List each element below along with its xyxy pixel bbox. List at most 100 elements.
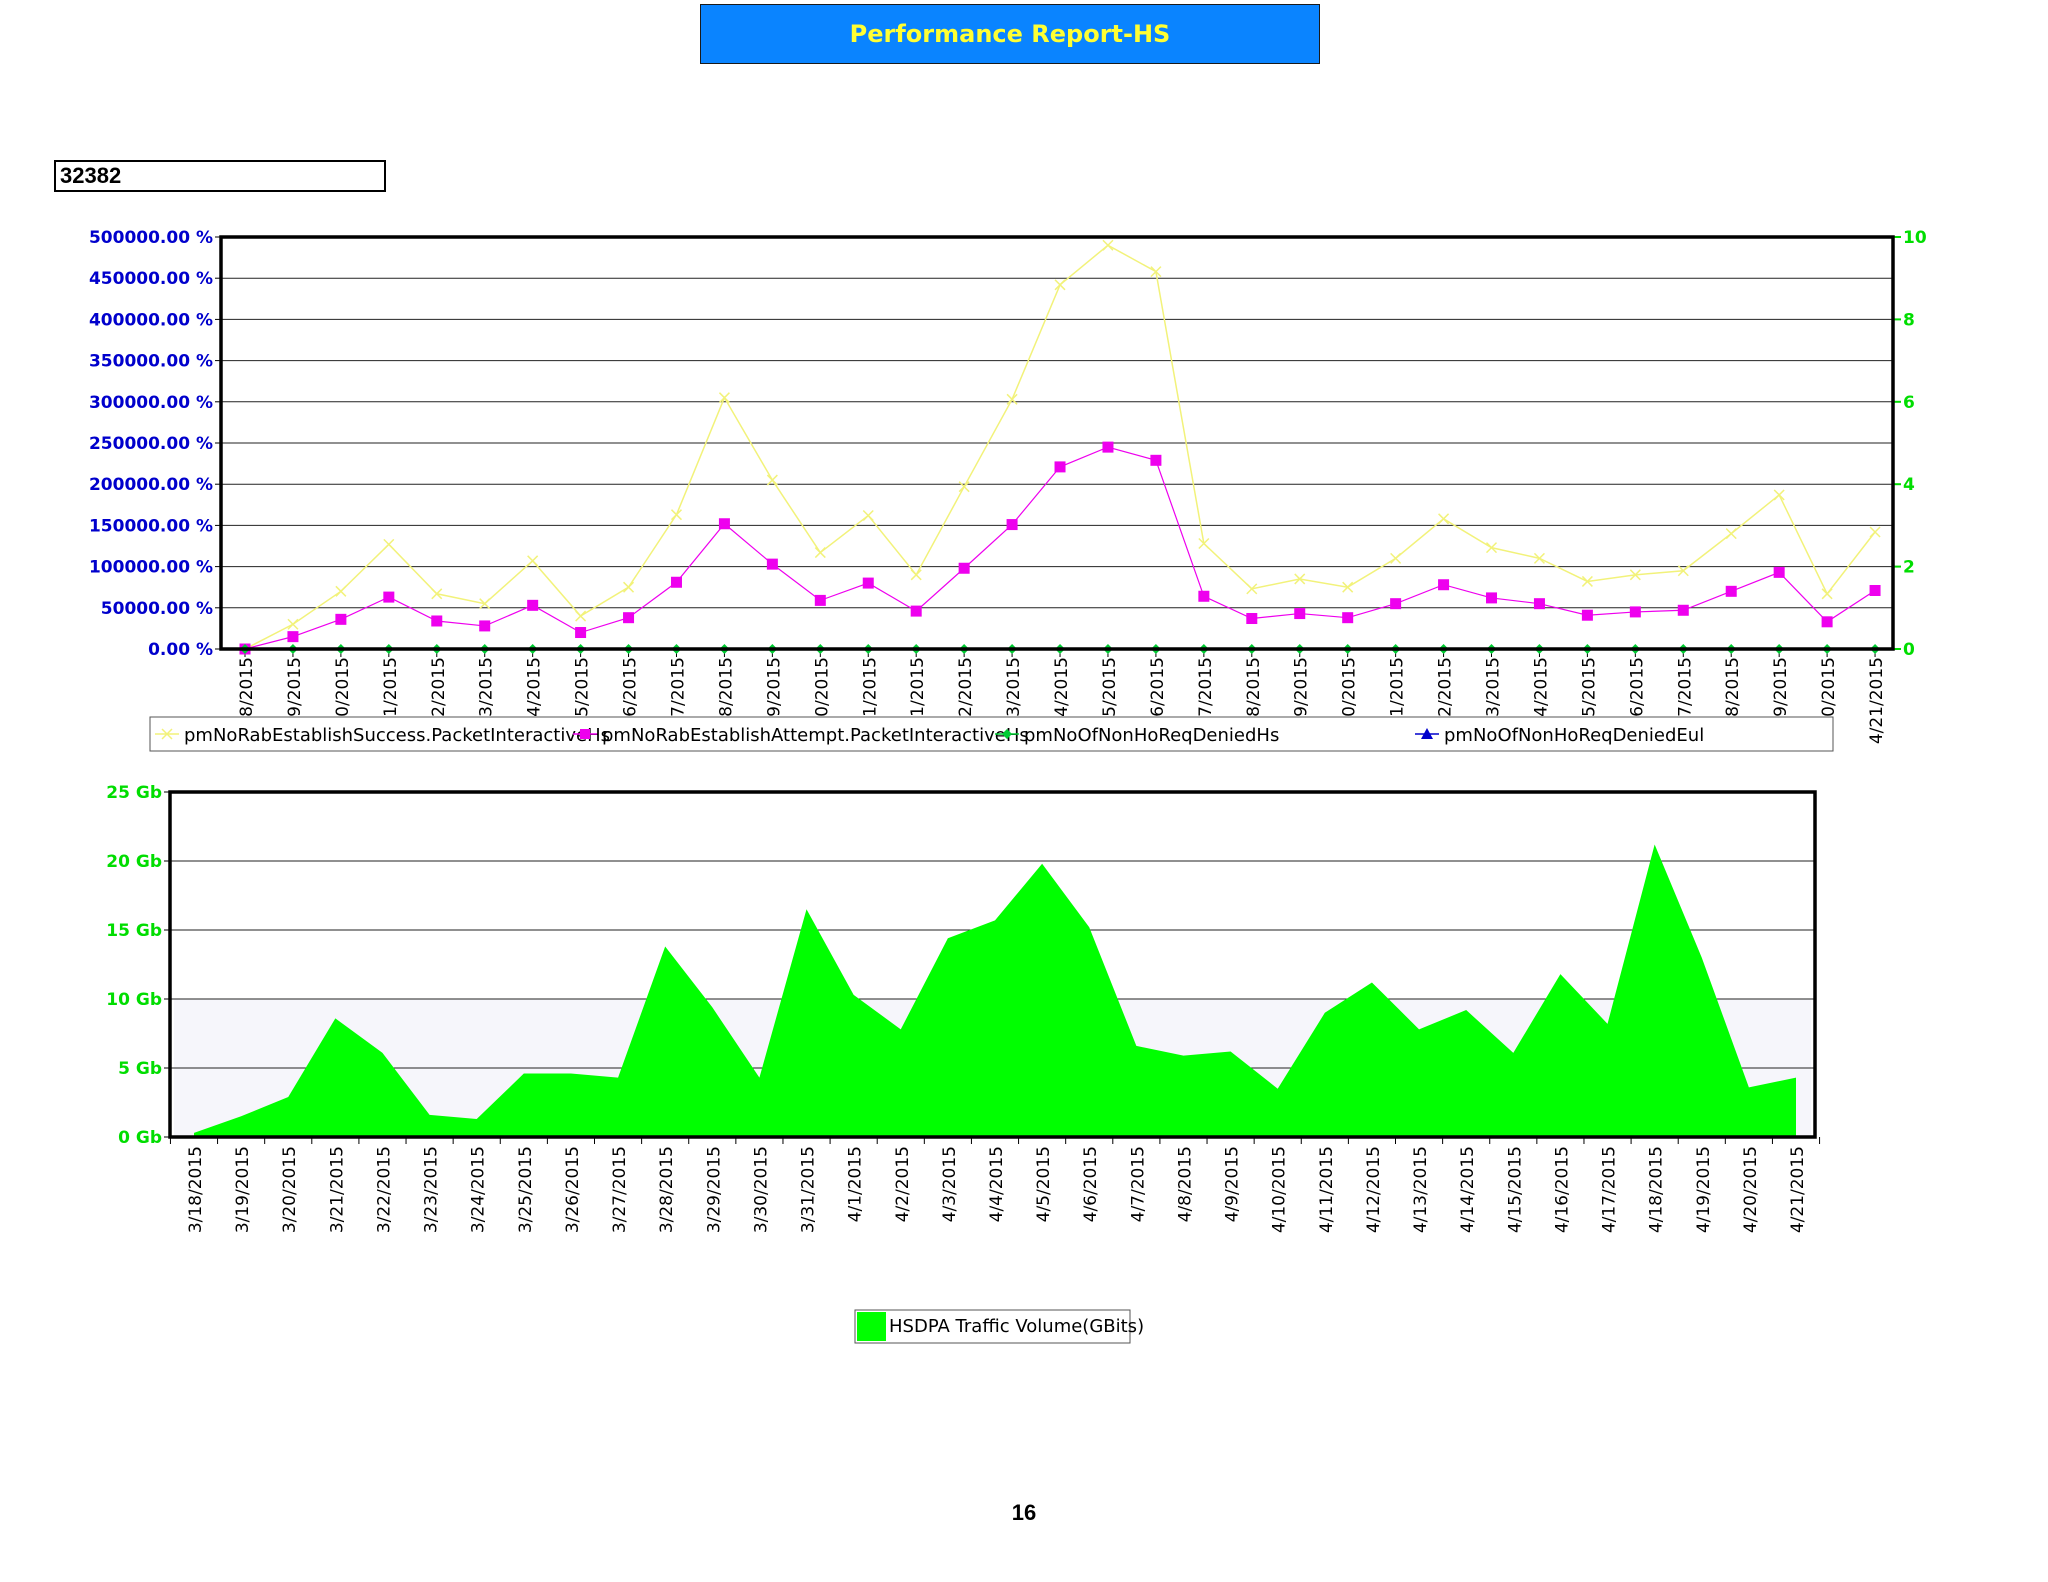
x-axis-tick-label: 3/25/2015 [516, 1146, 536, 1233]
x-axis-tick-label: 3/24/2015 [469, 1146, 489, 1233]
legend-label: pmNoRabEstablishAttempt.PacketInteractiv… [602, 725, 1029, 746]
x-axis-tick-label: 3/26/2015 [563, 1146, 583, 1233]
legend-marker-square [580, 729, 590, 739]
legend-label: pmNoRabEstablishSuccess.PacketInteractiv… [184, 725, 610, 746]
left-axis-tick-label: 250000.00 % [89, 434, 213, 454]
data-point-attempt [1198, 590, 1210, 602]
x-axis-tick-label: 1/2015 [860, 657, 880, 717]
data-point-attempt [1390, 598, 1402, 610]
data-point-attempt [1294, 608, 1306, 620]
x-axis-tick-label: 7/2015 [668, 657, 688, 717]
data-point-success [910, 569, 922, 581]
x-axis-tick-label: 4/20/2015 [1741, 1146, 1761, 1233]
data-point-success [1581, 575, 1593, 587]
data-point-success [1054, 279, 1066, 291]
y-axis-tick-label: 5 Gb [118, 1059, 162, 1079]
x-axis-tick-label: 8/2015 [1244, 657, 1264, 717]
x-axis-tick-label: 9/2015 [1292, 657, 1312, 717]
x-axis-tick-label: 0/2015 [1819, 657, 1839, 717]
legend-label: pmNoOfNonHoReqDeniedHs [1024, 725, 1279, 746]
data-point-success [335, 585, 347, 597]
data-point-attempt [718, 518, 730, 530]
x-axis-tick-label: 3/21/2015 [327, 1146, 347, 1233]
data-point-attempt [766, 558, 778, 570]
left-axis-tick-label: 400000.00 % [89, 310, 213, 330]
x-axis-tick-label: 4/2015 [1052, 657, 1072, 717]
x-axis-tick-label: 4/2/2015 [893, 1146, 913, 1222]
hsdpa-traffic-area-chart: 0 Gb 5 Gb 10 Gb 15 Gb 20 Gb 25 Gb 3/18/2015 3/1… [106, 783, 1821, 1344]
plot-area-border [168, 790, 1817, 1139]
data-point-success [814, 547, 826, 559]
left-axis-tick-label: 500000.00 % [89, 228, 213, 248]
x-axis-tick-label: 6/2015 [1627, 657, 1647, 717]
legend-box [854, 1309, 1131, 1344]
x-axis-tick-label: 9/2015 [764, 657, 784, 717]
data-point-success [575, 610, 587, 622]
site-id-box: 32382 [54, 160, 386, 192]
data-point-attempt [1581, 609, 1593, 621]
data-point-attempt [383, 591, 395, 603]
data-point-success [1246, 583, 1258, 595]
legend-box [149, 716, 1834, 752]
legend-label: pmNoOfNonHoReqDeniedEul [1444, 725, 1704, 746]
data-point-attempt [623, 612, 635, 624]
x-axis-tick-label: 4/3/2015 [940, 1146, 960, 1222]
plot-area-border [219, 235, 1895, 651]
x-axis-tick-label: 3/28/2015 [657, 1146, 677, 1233]
data-point-success [1533, 552, 1545, 564]
x-axis-tick-label: 4/18/2015 [1647, 1146, 1667, 1233]
right-axis-tick-label: 6 [1903, 393, 1915, 413]
left-axis-tick-label: 100000.00 % [89, 558, 213, 578]
x-axis-tick-label: 3/22/2015 [374, 1146, 394, 1233]
series-area-hsdpa-traffic [194, 844, 1796, 1137]
x-axis-tick-label: 4/6/2015 [1081, 1146, 1101, 1222]
legend-label: HSDPA Traffic Volume(GBits) [889, 1316, 1144, 1337]
x-axis-tick-label: 4/21/2015 [1867, 657, 1887, 744]
x-axis-tick-label: 1/2015 [908, 657, 928, 717]
x-axis-tick-label: 7/2015 [1675, 657, 1695, 717]
x-axis-tick-label: 4/9/2015 [1223, 1146, 1243, 1222]
rab-establish-line-chart: 0.00 %50000.00 %100000.00 %150000.00 %20… [89, 228, 1927, 752]
x-axis-tick-label: 0/2015 [812, 657, 832, 717]
x-axis-tick-label: 3/27/2015 [610, 1146, 630, 1233]
x-axis-tick-label: 7/2015 [1196, 657, 1216, 717]
legend-marker-x [161, 728, 173, 740]
legend-marker-triangle [1421, 728, 1433, 739]
data-point-attempt [1102, 441, 1114, 453]
y-axis-tick-label: 15 Gb [106, 921, 162, 941]
x-axis-tick-label: 4/7/2015 [1128, 1146, 1148, 1222]
data-point-success [527, 555, 539, 567]
x-axis-tick-label: 4/13/2015 [1411, 1146, 1431, 1233]
data-point-success [479, 598, 491, 610]
data-point-success [718, 392, 730, 404]
left-axis-tick-label: 300000.00 % [89, 393, 213, 413]
y-axis-tick-label: 10 Gb [106, 990, 162, 1010]
x-axis-tick-label: 4/1/2015 [846, 1146, 866, 1222]
right-axis-tick-label: 10 [1903, 228, 1927, 248]
data-point-success [1294, 573, 1306, 585]
x-axis-tick-label: 3/30/2015 [751, 1146, 771, 1233]
data-point-attempt [1725, 585, 1737, 597]
data-point-attempt [527, 599, 539, 611]
x-axis-tick-label: 3/18/2015 [186, 1146, 206, 1233]
x-axis-tick-label: 8/2015 [237, 657, 257, 717]
x-axis-tick-label: 3/23/2015 [422, 1146, 442, 1233]
data-point-attempt [479, 620, 491, 632]
x-axis-tick-label: 8/2015 [1723, 657, 1743, 717]
data-point-success [1773, 489, 1785, 501]
data-point-attempt [431, 615, 443, 627]
x-axis-tick-label: 4/14/2015 [1458, 1146, 1478, 1233]
x-axis-tick-label: 0/2015 [333, 657, 353, 717]
data-point-attempt [1150, 454, 1162, 466]
data-point-success [623, 581, 635, 593]
x-axis-tick-label: 3/31/2015 [799, 1146, 819, 1233]
x-axis-tick-label: 4/2015 [525, 657, 545, 717]
data-point-attempt [1342, 612, 1354, 624]
report-title-banner: Performance Report-HS [700, 4, 1320, 64]
x-axis-tick-label: 6/2015 [1148, 657, 1168, 717]
data-point-attempt [287, 631, 299, 643]
data-point-attempt [1629, 606, 1641, 618]
x-axis-tick-label: 3/20/2015 [280, 1146, 300, 1233]
x-axis-tick-label: 2/2015 [1436, 657, 1456, 717]
report-title: Performance Report-HS [849, 20, 1171, 48]
